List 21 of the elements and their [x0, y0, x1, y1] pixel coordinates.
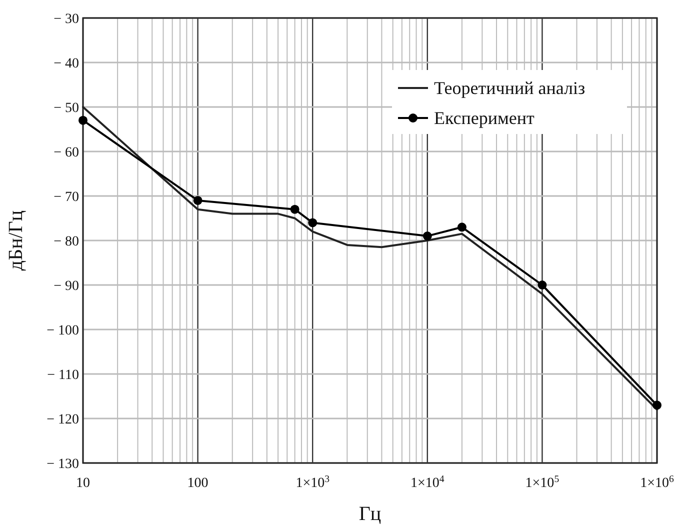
x-axis-title: Гц — [358, 503, 382, 525]
x-tick-label: 1×10$^{5}$ — [525, 474, 560, 491]
x-tick-label: 10 — [76, 476, 90, 491]
legend-label: Теоретичний аналіз — [434, 78, 586, 98]
y-tick-label: − 50 — [54, 101, 79, 116]
y-tick-label: − 80 — [54, 234, 79, 250]
x-tick-label: 1×10$^{4}$ — [410, 474, 444, 491]
x-tick-label: 100 — [187, 476, 208, 491]
y-axis-title: дБн/Гц — [5, 210, 27, 271]
y-tick-label: − 90 — [54, 279, 79, 294]
y-tick-label: − 100 — [46, 324, 79, 338]
y-tick-label: − 30 — [54, 12, 79, 27]
legend-label: Експеримент — [434, 108, 535, 128]
y-tick-label: − 120 — [46, 412, 79, 428]
y-tick-label: − 60 — [54, 146, 79, 160]
y-tick-label: − 70 — [54, 190, 79, 205]
x-tick-label: 1×10$^{3}$ — [296, 474, 330, 491]
y-tick-label: − 40 — [54, 56, 79, 72]
x-tick-label: 1×10$^{6}$ — [640, 474, 674, 491]
y-tick-label: − 110 — [47, 368, 79, 383]
y-tick-label: − 130 — [46, 457, 79, 472]
